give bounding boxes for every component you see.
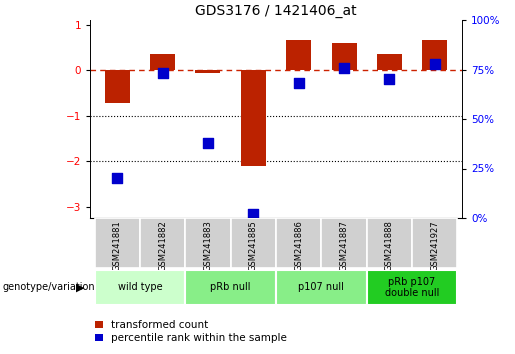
Bar xyxy=(276,218,321,268)
Point xyxy=(385,76,393,82)
Legend: transformed count, percentile rank within the sample: transformed count, percentile rank withi… xyxy=(95,320,287,343)
Bar xyxy=(276,270,367,305)
Text: pRb p107
double null: pRb p107 double null xyxy=(385,277,439,298)
Text: genotype/variation: genotype/variation xyxy=(3,282,95,292)
Bar xyxy=(196,70,220,73)
Bar xyxy=(150,54,175,70)
Bar xyxy=(105,70,130,103)
Bar xyxy=(332,43,356,70)
Bar xyxy=(367,270,457,305)
Bar xyxy=(286,40,311,70)
Text: wild type: wild type xyxy=(117,282,162,292)
Title: GDS3176 / 1421406_at: GDS3176 / 1421406_at xyxy=(195,4,357,18)
Bar xyxy=(231,218,276,268)
Bar xyxy=(377,54,402,70)
Text: p107 null: p107 null xyxy=(298,282,345,292)
Bar xyxy=(367,218,412,268)
Bar xyxy=(412,218,457,268)
Bar xyxy=(241,70,266,166)
Text: GSM241927: GSM241927 xyxy=(430,221,439,271)
Text: GSM241881: GSM241881 xyxy=(113,221,122,271)
Text: GSM241882: GSM241882 xyxy=(158,221,167,271)
Text: ▶: ▶ xyxy=(76,282,85,292)
Point xyxy=(204,140,212,145)
Point xyxy=(249,211,258,217)
Point xyxy=(159,71,167,76)
Point xyxy=(113,176,122,181)
Bar xyxy=(422,40,447,70)
Bar xyxy=(321,218,367,268)
Text: pRb null: pRb null xyxy=(211,282,251,292)
Point xyxy=(431,61,439,67)
Bar xyxy=(185,218,231,268)
Point xyxy=(340,65,348,70)
Bar xyxy=(95,218,140,268)
Point xyxy=(295,80,303,86)
Text: GSM241883: GSM241883 xyxy=(203,221,213,272)
Text: GSM241887: GSM241887 xyxy=(339,221,349,272)
Text: GSM241888: GSM241888 xyxy=(385,221,394,272)
Bar xyxy=(140,218,185,268)
Bar xyxy=(185,270,276,305)
Bar xyxy=(95,270,185,305)
Text: GSM241886: GSM241886 xyxy=(294,221,303,272)
Text: GSM241885: GSM241885 xyxy=(249,221,258,271)
